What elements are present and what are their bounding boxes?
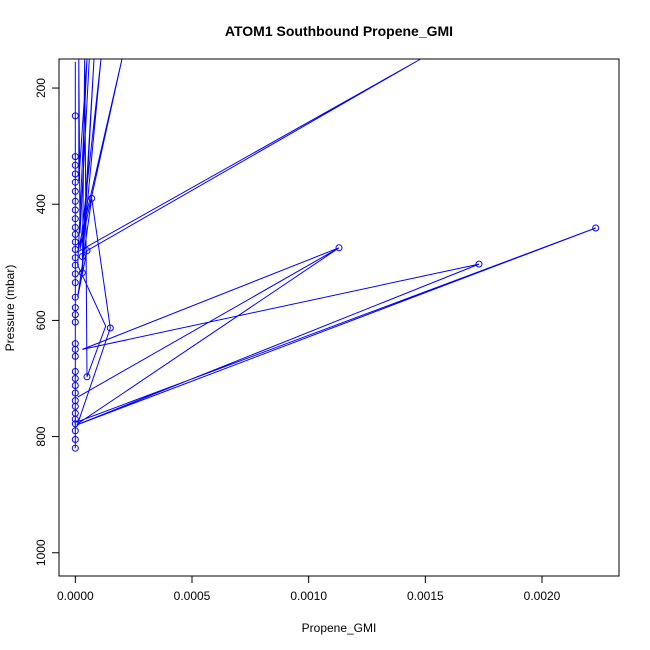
- y-tick-label: 1000: [34, 539, 48, 566]
- x-tick-label: 0.0015: [407, 589, 444, 603]
- data-point: [71, 187, 79, 195]
- data-point: [71, 340, 79, 348]
- marker-layer: [71, 112, 600, 452]
- data-point: [71, 279, 79, 287]
- data-point: [71, 293, 79, 301]
- y-axis-label: Pressure (mbar): [3, 265, 17, 352]
- plot-area-border: [58, 58, 620, 577]
- data-point: [71, 112, 79, 120]
- data-point: [71, 254, 79, 262]
- data-point: [71, 215, 79, 223]
- data-point: [71, 238, 79, 246]
- data-point: [71, 436, 79, 443]
- data-point: [71, 389, 79, 397]
- y-tick-label: 400: [34, 194, 48, 214]
- x-tick-label: 0.0005: [174, 589, 211, 603]
- data-point: [71, 375, 79, 382]
- x-tick-label: 0.0010: [290, 589, 327, 603]
- data-point: [592, 224, 600, 232]
- x-axis: 0.0000 0.0005 0.0010 0.0015 0.0020: [57, 575, 561, 603]
- x-axis-label: Propene_GMI: [302, 621, 377, 635]
- data-point: [78, 253, 86, 260]
- data-point: [71, 246, 79, 253]
- data-point: [71, 270, 79, 278]
- y-axis: 200 400 600 800 1000: [34, 78, 60, 566]
- data-point: [106, 324, 114, 332]
- y-tick-label: 200: [34, 78, 48, 98]
- data-point: [71, 427, 79, 435]
- data-point: [71, 206, 79, 214]
- data-point: [71, 178, 79, 186]
- data-point: [71, 420, 79, 428]
- series-line-1: [76, 58, 596, 426]
- data-point: [335, 244, 343, 252]
- x-tick-label: 0.0000: [57, 589, 94, 603]
- x-tick-label: 0.0020: [524, 589, 561, 603]
- data-point: [71, 397, 79, 405]
- y-tick-label: 800: [34, 426, 48, 446]
- data-point: [71, 311, 79, 319]
- data-point: [71, 261, 79, 269]
- data-point: [71, 153, 79, 161]
- data-point: [71, 224, 79, 231]
- data-point: [88, 194, 96, 202]
- data-point: [78, 269, 86, 277]
- data-point: [71, 161, 79, 169]
- data-point: [71, 368, 79, 375]
- data-point: [71, 382, 79, 389]
- chart-title: ATOM1 Southbound Propene_GMI: [225, 23, 453, 39]
- data-point: [83, 247, 91, 255]
- data-point: [71, 170, 79, 178]
- y-tick-label: 600: [34, 310, 48, 330]
- data-point: [71, 352, 79, 360]
- data-point: [71, 197, 79, 205]
- data-point: [71, 409, 79, 417]
- data-point: [71, 230, 79, 238]
- data-point: [83, 373, 91, 381]
- data-point: [71, 304, 79, 312]
- data-point: [71, 444, 79, 452]
- data-point: [475, 260, 483, 268]
- data-point: [71, 318, 79, 326]
- series-layer: [74, 58, 596, 449]
